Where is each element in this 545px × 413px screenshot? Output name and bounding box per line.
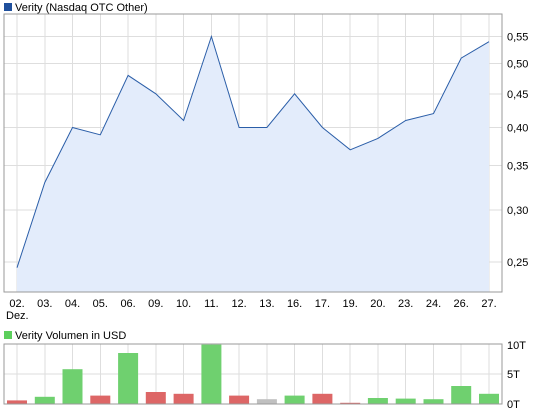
volume-bar [201,344,222,404]
price-legend-label: Verity (Nasdaq OTC Other) [15,2,148,14]
x-tick-label: 06. [120,298,135,310]
volume-bar [118,353,139,404]
volume-bar [90,395,111,404]
x-tick-label: 26. [454,298,469,310]
x-tick-label: 13. [259,298,274,310]
volume-bar [229,395,250,404]
price-y-tick-label: 0,35 [507,161,528,173]
volume-bar [367,398,388,404]
volume-bar [34,396,55,404]
price-x-axis: 02. 03. 04. 05. 06. 09. 10. 11. 12. 13. 16. 17. 19. 2… [9,298,496,310]
x-tick-label: 05. [93,298,108,310]
volume-bar [423,399,444,404]
volume-panel: Verity Volumen in USD 0T 5T 10T [3,330,526,411]
x-tick-label: 11. [204,298,218,310]
price-y-axis: 0,25 0,30 0,35 0,40 0,45 0,50 0,55 [507,32,528,269]
volume-bar [340,402,361,404]
price-area [17,36,489,292]
x-tick-label: 02. [9,298,24,310]
x-tick-label: 09. [148,298,163,310]
volume-bar [451,386,472,404]
x-tick-label: 23. [398,298,413,310]
price-y-tick-label: 0,50 [507,59,528,71]
x-tick-label: 27. [481,298,496,310]
price-panel: 0,25 0,30 0,35 0,40 0,45 0,50 0,55 02. 03. 04. 05… [3,2,528,322]
x-tick-label: 04. [65,298,80,310]
volume-y-tick-label: 0T [507,399,520,411]
volume-bar [256,399,277,404]
volume-bar [62,369,83,404]
price-y-tick-label: 0,25 [507,257,528,269]
volume-y-axis: 0T 5T 10T [507,340,526,411]
price-line [16,34,490,268]
price-y-tick-label: 0,55 [507,32,528,44]
price-legend-swatch [4,3,12,11]
volume-bar [284,395,305,404]
x-tick-label: 20. [370,298,385,310]
volume-y-tick-label: 5T [507,369,520,381]
x-tick-label: 24. [426,298,441,310]
x-tick-label: 17. [315,298,330,310]
volume-bar [145,392,166,404]
volume-bar [7,400,27,404]
price-y-tick-label: 0,45 [507,89,528,101]
volume-legend-label: Verity Volumen in USD [15,330,126,342]
volume-bar [173,393,194,404]
volume-legend-swatch [4,331,12,339]
x-tick-label: 19. [343,298,358,310]
x-tick-label: 03. [37,298,52,310]
price-plot-frame [3,13,503,293]
x-month-label: Dez. [6,310,29,322]
x-tick-label: 10. [176,298,191,310]
volume-bar [395,398,416,404]
volume-bar [312,393,333,404]
price-y-tick-label: 0,40 [507,123,528,135]
x-tick-label: 16. [287,298,302,310]
volume-bar [479,393,499,404]
volume-y-tick-label: 10T [507,340,526,352]
volume-bars [7,344,499,404]
volume-plot-frame [3,343,503,405]
x-tick-label: 12. [231,298,246,310]
price-y-tick-label: 0,30 [507,205,528,217]
